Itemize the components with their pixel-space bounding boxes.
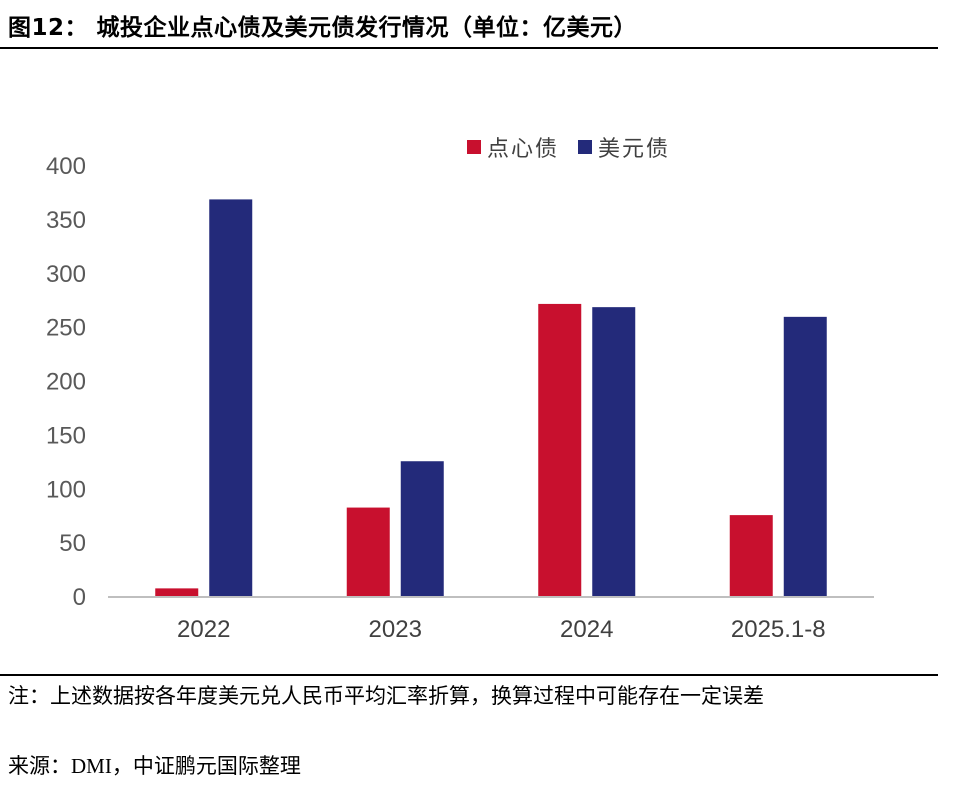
bar-dimsum-2 — [538, 303, 582, 597]
y-tick-label: 0 — [73, 584, 86, 611]
title-divider — [0, 47, 938, 49]
legend-label: 美元债 — [598, 136, 670, 161]
bar-usd-3 — [783, 316, 827, 597]
y-tick-label: 50 — [59, 530, 86, 557]
bar-usd-2 — [592, 307, 636, 597]
bar-dimsum-0 — [155, 588, 199, 597]
y-tick-label: 250 — [46, 315, 86, 342]
x-tick-label: 2023 — [369, 616, 422, 643]
source-line: 来源：DMI，中证鹏元国际整理 — [8, 750, 301, 782]
y-tick-label: 150 — [46, 422, 86, 449]
x-tick-label: 2024 — [560, 616, 613, 643]
legend-swatch — [578, 140, 592, 154]
y-axis-tick-labels: 0 50 100 150 200 250 300 350 400 — [46, 153, 86, 611]
y-tick-label: 200 — [46, 369, 86, 396]
bar-usd-1 — [400, 461, 444, 597]
source-suffix: ，中证鹏元国际整理 — [111, 754, 301, 778]
legend: 点心债 美元债 — [467, 136, 670, 161]
legend-swatch — [467, 140, 481, 154]
bar-usd-0 — [209, 199, 253, 597]
y-tick-label: 300 — [46, 261, 86, 288]
y-tick-label: 350 — [46, 207, 86, 234]
legend-label: 点心债 — [487, 136, 559, 161]
x-tick-label: 2022 — [177, 616, 230, 643]
y-tick-label: 400 — [46, 153, 86, 180]
bar-dimsum-3 — [729, 515, 773, 597]
x-axis-tick-labels: 2022 2023 2024 2025.1-8 — [177, 616, 826, 643]
x-tick-label: 2025.1-8 — [731, 616, 826, 643]
y-tick-label: 100 — [46, 476, 86, 503]
bars — [155, 199, 827, 597]
bar-dimsum-1 — [346, 507, 390, 597]
chart-title: 图12： 城投企业点心债及美元债发行情况（单位：亿美元） — [8, 15, 638, 41]
footnote: 注：上述数据按各年度美元兑人民币平均汇率折算，换算过程中可能存在一定误差 — [8, 684, 764, 708]
source-database: DMI — [71, 754, 112, 778]
source-prefix: 来源： — [8, 754, 71, 778]
footer-divider — [0, 674, 938, 676]
